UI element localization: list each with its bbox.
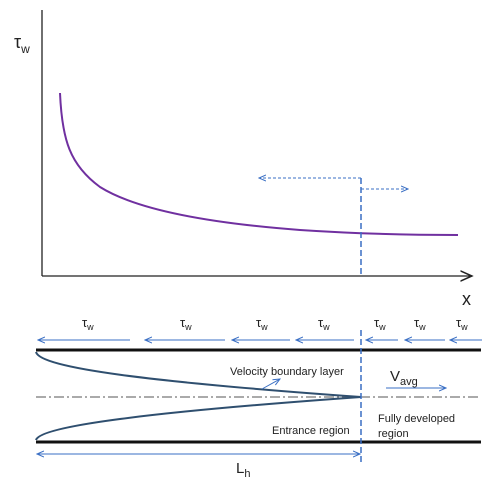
shear-label: τw <box>374 315 386 332</box>
boundary-layer-label: Velocity boundary layer <box>230 366 344 378</box>
entrance-label: Entrance region <box>272 425 350 437</box>
shear-label: τw <box>318 315 330 332</box>
shear-label: τw <box>256 315 268 332</box>
shear-curve <box>59 92 459 236</box>
pointer-arrow <box>261 379 280 390</box>
shear-label: τw <box>180 315 192 332</box>
y-axis-label: τw <box>14 32 30 56</box>
shear-label: τw <box>82 315 94 332</box>
velocity-label: Vavg <box>390 368 418 388</box>
shear-label: τw <box>456 315 468 332</box>
shear-label: τw <box>414 315 426 332</box>
developed-label: Fully developed <box>378 413 455 425</box>
x-axis-label: x <box>462 289 471 309</box>
shear-labels: τw τw τw τw τw τw τw <box>82 315 468 332</box>
developed-label: region <box>378 428 409 440</box>
length-label: Lh <box>236 460 250 480</box>
